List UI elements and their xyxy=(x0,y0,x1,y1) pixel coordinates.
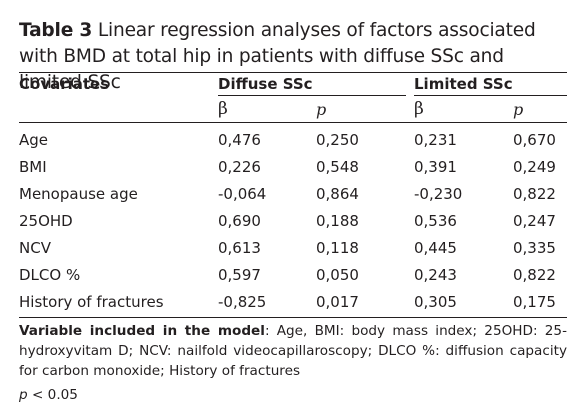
cell-beta-limited: -0,230 xyxy=(414,185,463,203)
cell-p-limited: 0,335 xyxy=(513,239,556,257)
group-rule-limited xyxy=(414,95,567,96)
cell-p-diffuse: 0,548 xyxy=(316,158,359,176)
subheader-p-diffuse: p xyxy=(316,100,327,119)
cell-beta-diffuse: -0,825 xyxy=(218,293,267,311)
cell-beta-diffuse: 0,226 xyxy=(218,158,261,176)
cell-beta-limited: 0,536 xyxy=(414,212,457,230)
cell-p-diffuse: 0,864 xyxy=(316,185,359,203)
cell-p-diffuse: 0,250 xyxy=(316,131,359,149)
significance-symbol: p xyxy=(19,387,28,403)
cell-beta-limited: 0,231 xyxy=(414,131,457,149)
cell-p-limited: 0,670 xyxy=(513,131,556,149)
row-label: 25OHD xyxy=(19,212,73,230)
caption-text: Linear regression analyses of factors as… xyxy=(19,20,536,93)
row-label: Menopause age xyxy=(19,185,138,203)
footnote-label: Variable included in the model xyxy=(19,323,265,339)
cell-p-limited: 0,822 xyxy=(513,266,556,284)
row-label: History of fractures xyxy=(19,293,164,311)
table-caption: Table 3 Linear regression analyses of fa… xyxy=(19,18,567,96)
row-label: DLCO % xyxy=(19,266,81,284)
group-header-diffuse: Diffuse SSc xyxy=(218,75,313,93)
cell-beta-diffuse: 0,597 xyxy=(218,266,261,284)
cell-p-limited: 0,247 xyxy=(513,212,556,230)
covariates-header: Covariates xyxy=(19,75,110,93)
row-label: BMI xyxy=(19,158,47,176)
subheader-beta-diffuse: β xyxy=(218,99,228,119)
cell-p-limited: 0,249 xyxy=(513,158,556,176)
table-footnote: Variable included in the model: Age, BMI… xyxy=(19,321,567,381)
caption-label: Table 3 xyxy=(19,20,93,41)
cell-beta-diffuse: 0,690 xyxy=(218,212,261,230)
cell-beta-diffuse: 0,613 xyxy=(218,239,261,257)
table-header-rule xyxy=(19,122,567,123)
group-header-limited: Limited SSc xyxy=(414,75,513,93)
cell-p-diffuse: 0,188 xyxy=(316,212,359,230)
cell-beta-limited: 0,243 xyxy=(414,266,457,284)
cell-p-diffuse: 0,118 xyxy=(316,239,359,257)
significance-text: < 0.05 xyxy=(27,387,78,403)
cell-beta-limited: 0,445 xyxy=(414,239,457,257)
cell-p-diffuse: 0,017 xyxy=(316,293,359,311)
subheader-beta-limited: β xyxy=(414,99,424,119)
cell-beta-diffuse: -0,064 xyxy=(218,185,267,203)
footnote-text: : Age, BMI: body mass index; 25OHD: 25-h… xyxy=(19,323,567,379)
cell-p-diffuse: 0,050 xyxy=(316,266,359,284)
row-label: NCV xyxy=(19,239,51,257)
table-bottom-rule xyxy=(19,317,567,318)
cell-beta-diffuse: 0,476 xyxy=(218,131,261,149)
cell-p-limited: 0,822 xyxy=(513,185,556,203)
table-top-rule xyxy=(19,72,567,73)
significance-note: p < 0.05 xyxy=(19,385,78,405)
row-label: Age xyxy=(19,131,49,149)
group-rule-diffuse xyxy=(218,95,406,96)
subheader-p-limited: p xyxy=(513,100,524,119)
cell-beta-limited: 0,391 xyxy=(414,158,457,176)
cell-p-limited: 0,175 xyxy=(513,293,556,311)
cell-beta-limited: 0,305 xyxy=(414,293,457,311)
